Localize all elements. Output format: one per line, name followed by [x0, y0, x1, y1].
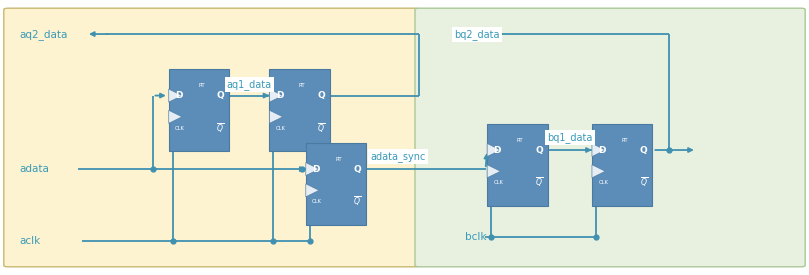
Bar: [169, 70, 229, 151]
Polygon shape: [592, 144, 605, 156]
Polygon shape: [306, 163, 319, 176]
Bar: [487, 124, 548, 205]
Polygon shape: [306, 184, 319, 197]
Text: D: D: [599, 145, 606, 155]
Text: RT: RT: [299, 83, 306, 88]
Text: RT: RT: [516, 138, 523, 143]
Text: D: D: [312, 164, 320, 174]
Text: D: D: [276, 91, 283, 100]
Text: Q: Q: [317, 91, 325, 100]
Polygon shape: [269, 89, 283, 102]
Text: $\overline{Q}$: $\overline{Q}$: [317, 122, 325, 135]
Text: Q: Q: [640, 145, 647, 155]
Text: bq2_data: bq2_data: [455, 29, 500, 40]
Text: aq2_data: aq2_data: [19, 29, 67, 40]
Text: bclk: bclk: [465, 232, 486, 242]
Text: Q: Q: [535, 145, 543, 155]
FancyBboxPatch shape: [4, 8, 419, 267]
Text: CLK: CLK: [276, 126, 286, 131]
Text: D: D: [493, 145, 501, 155]
Text: $\overline{Q}$: $\overline{Q}$: [535, 176, 543, 189]
Text: D: D: [175, 91, 183, 100]
Bar: [592, 124, 652, 205]
Polygon shape: [592, 165, 605, 178]
Text: Q: Q: [217, 91, 224, 100]
Polygon shape: [169, 110, 182, 123]
Text: adata: adata: [19, 164, 49, 174]
Text: $\overline{Q}$: $\overline{Q}$: [354, 195, 362, 208]
Bar: [306, 143, 366, 225]
Text: Q: Q: [354, 164, 362, 174]
Text: $\overline{Q}$: $\overline{Q}$: [640, 176, 647, 189]
Text: CLK: CLK: [493, 180, 503, 185]
FancyBboxPatch shape: [415, 8, 805, 267]
Text: bq1_data: bq1_data: [547, 132, 592, 143]
Text: adata_sync: adata_sync: [371, 151, 426, 162]
Polygon shape: [269, 110, 283, 123]
Polygon shape: [487, 165, 501, 178]
Polygon shape: [487, 144, 501, 156]
Text: CLK: CLK: [175, 126, 185, 131]
Text: CLK: CLK: [312, 199, 322, 204]
Bar: [269, 70, 330, 151]
Text: $\overline{Q}$: $\overline{Q}$: [216, 122, 224, 135]
Text: RT: RT: [621, 138, 628, 143]
Text: RT: RT: [198, 83, 205, 88]
Text: aclk: aclk: [19, 236, 40, 246]
Text: CLK: CLK: [599, 180, 608, 185]
Polygon shape: [169, 89, 182, 102]
Text: aq1_data: aq1_data: [227, 79, 272, 90]
Text: RT: RT: [335, 157, 341, 162]
